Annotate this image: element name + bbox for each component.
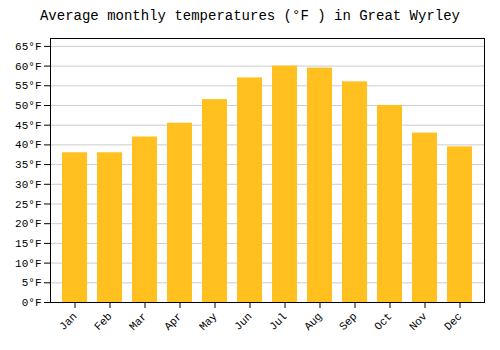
svg-text:Jan: Jan (57, 310, 79, 332)
svg-text:Oct: Oct (372, 310, 394, 332)
svg-text:25°F: 25°F (15, 199, 41, 211)
svg-text:45°F: 45°F (15, 120, 41, 132)
svg-text:Jun: Jun (232, 310, 254, 332)
svg-text:May: May (197, 310, 220, 333)
html-text:Average monthly temperatures (: Average monthly temperatures (°F ) in Gr… (40, 8, 460, 24)
svg-text:Aug: Aug (302, 310, 324, 332)
svg-text:30°F: 30°F (15, 179, 41, 191)
svg-text:5°F: 5°F (22, 277, 42, 289)
svg-text:65°F: 65°F (15, 41, 41, 53)
svg-text:Jul: Jul (267, 310, 289, 332)
svg-text:55°F: 55°F (15, 80, 41, 92)
svg-text:10°F: 10°F (15, 258, 41, 270)
svg-text:20°F: 20°F (15, 218, 41, 230)
svg-text:0°F: 0°F (22, 297, 42, 309)
svg-text:Apr: Apr (162, 310, 184, 332)
svg-text:35°F: 35°F (15, 159, 41, 171)
svg-text:Dec: Dec (442, 310, 464, 332)
svg-text:Sep: Sep (337, 310, 359, 332)
svg-text:Feb: Feb (92, 310, 114, 332)
svg-text:50°F: 50°F (15, 100, 41, 112)
svg-text:60°F: 60°F (15, 61, 41, 73)
svg-text:15°F: 15°F (15, 238, 41, 250)
svg-text:40°F: 40°F (15, 139, 41, 151)
svg-text:Mar: Mar (127, 310, 149, 332)
svg-text:Nov: Nov (407, 310, 430, 333)
